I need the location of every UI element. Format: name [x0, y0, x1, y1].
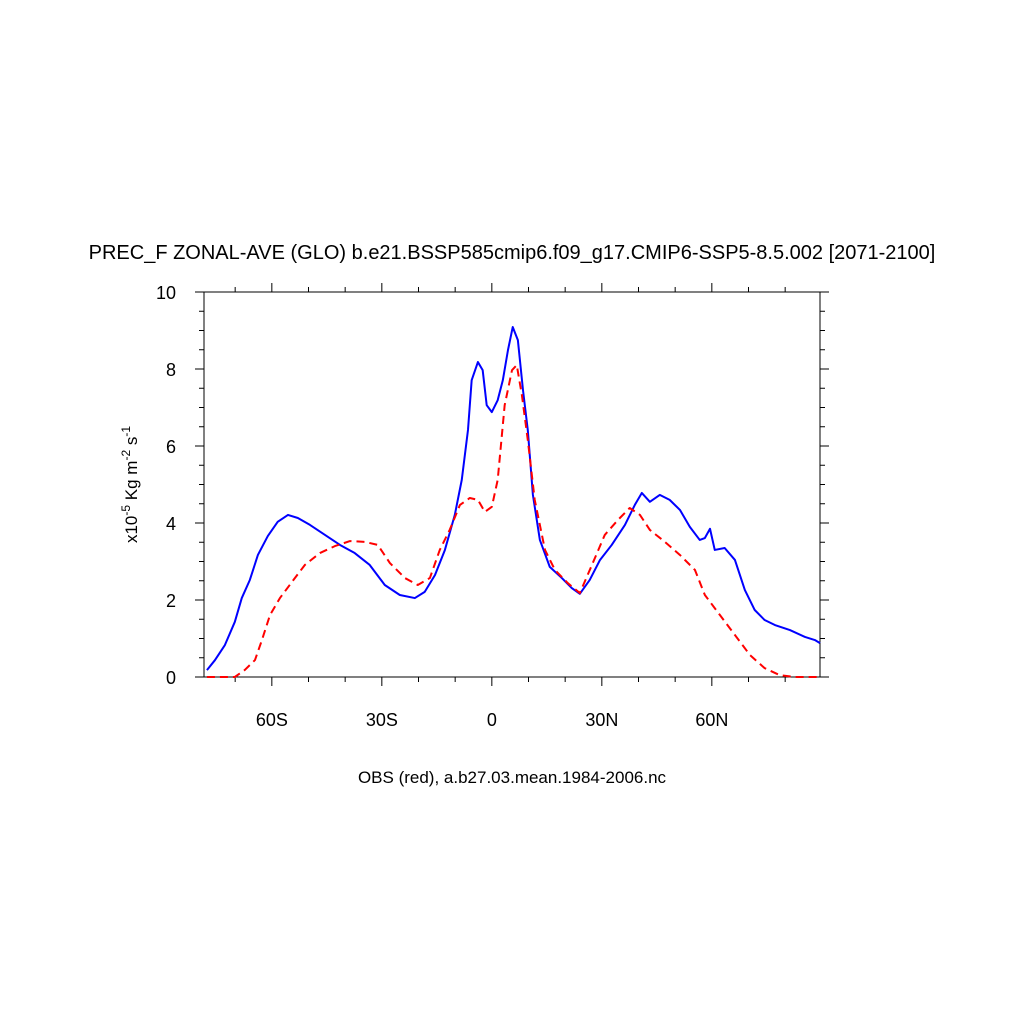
- y-tick-label: 2: [166, 591, 176, 611]
- x-tick-label: 60N: [695, 710, 728, 730]
- y-axis-label-superscript: -5: [119, 505, 133, 516]
- x-tick-label: 60S: [256, 710, 288, 730]
- y-tick-label: 6: [166, 437, 176, 457]
- x-tick-label: 30N: [585, 710, 618, 730]
- y-tick-label: 4: [166, 514, 176, 534]
- y-axis-label-superscript: -1: [119, 426, 133, 437]
- y-axis-label-text: Kg m: [122, 461, 141, 505]
- x-tick-label: 0: [487, 710, 497, 730]
- chart-title: PREC_F ZONAL-AVE (GLO) b.e21.BSSP585cmip…: [89, 242, 936, 264]
- x-axis-label: OBS (red), a.b27.03.mean.1984-2006.nc: [358, 768, 667, 787]
- x-tick-label: 30S: [366, 710, 398, 730]
- y-tick-label: 0: [166, 668, 176, 688]
- y-axis-label-text: x10: [122, 516, 141, 543]
- series-line: [206, 326, 821, 671]
- y-axis-label: x10-5 Kg m-2 s-1: [119, 426, 141, 543]
- y-axis-label-superscript: -2: [119, 450, 133, 461]
- y-axis-label-text: s: [122, 437, 141, 450]
- plot-frame: [203, 291, 821, 678]
- y-tick-label: 8: [166, 360, 176, 380]
- y-tick-label: 10: [156, 283, 176, 303]
- series-line: [206, 364, 820, 678]
